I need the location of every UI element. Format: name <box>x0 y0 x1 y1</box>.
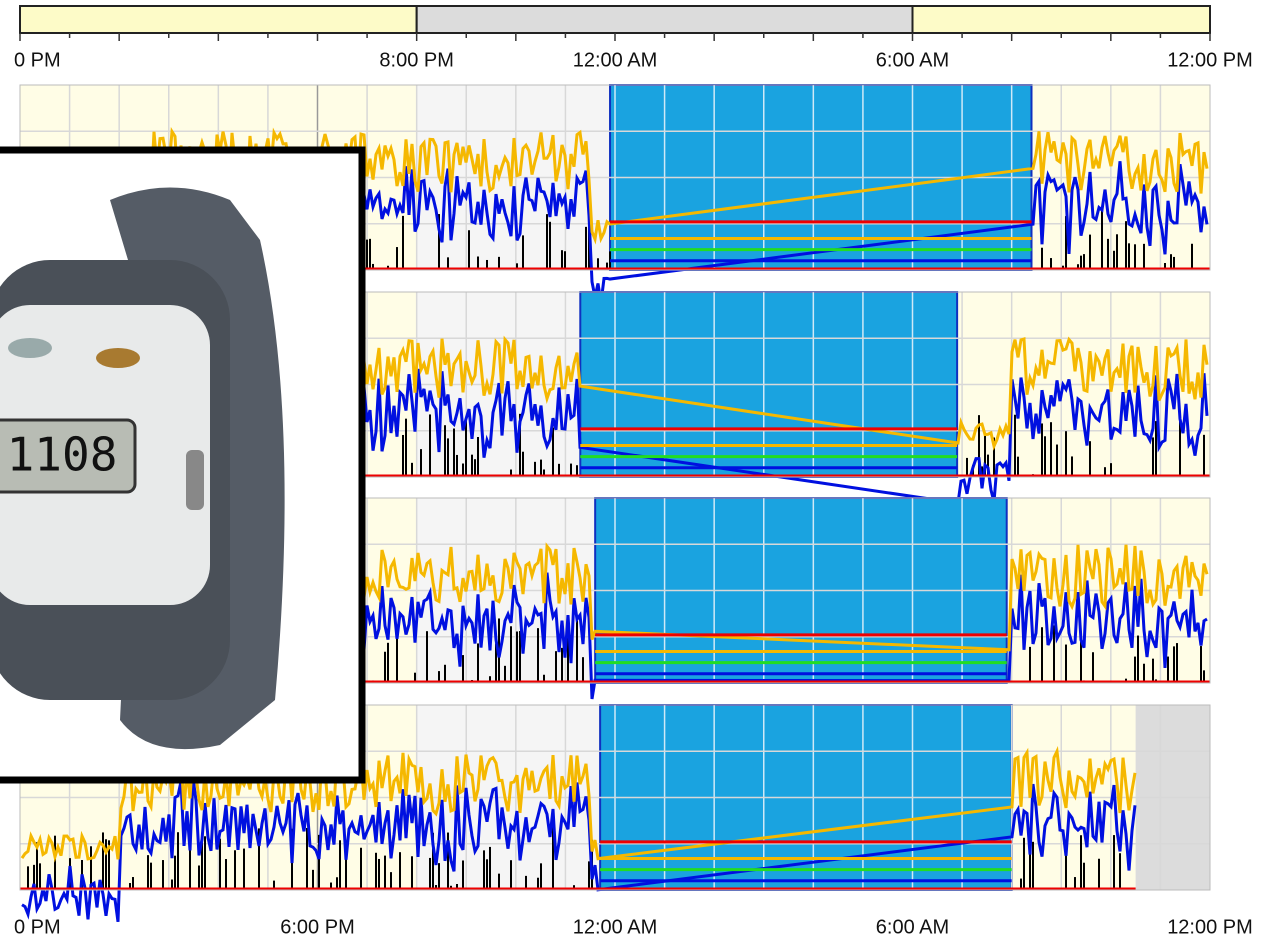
light-segment <box>417 6 913 33</box>
watch-sensor <box>96 348 140 368</box>
watch-button <box>186 450 204 510</box>
x-tick-label: 12:00 AM <box>573 49 658 71</box>
x-tick-label: 6:00 PM <box>280 916 354 938</box>
x-tick-label: 12:00 PM <box>1167 916 1253 938</box>
chart: 0 PM 8:00 PM 12:00 AM 6:00 AM 12:00 PM 0 PM 6:… <box>0 0 1281 941</box>
x-tick-label: 6:00 AM <box>876 916 949 938</box>
watch-photo: 1108 <box>0 150 362 780</box>
x-tick-label: 12:00 AM <box>573 916 658 938</box>
x-tick-label: 8:00 PM <box>379 49 453 71</box>
x-tick-label: 12:00 PM <box>1167 49 1253 71</box>
x-tick-label: 0 PM <box>14 49 61 71</box>
x-tick-label: 0 PM <box>14 916 61 938</box>
watch-display: 1108 <box>7 428 118 482</box>
watch-sensor <box>8 338 52 358</box>
light-segment <box>20 6 417 33</box>
x-tick-label: 6:00 AM <box>876 49 949 71</box>
light-segment <box>913 6 1211 33</box>
